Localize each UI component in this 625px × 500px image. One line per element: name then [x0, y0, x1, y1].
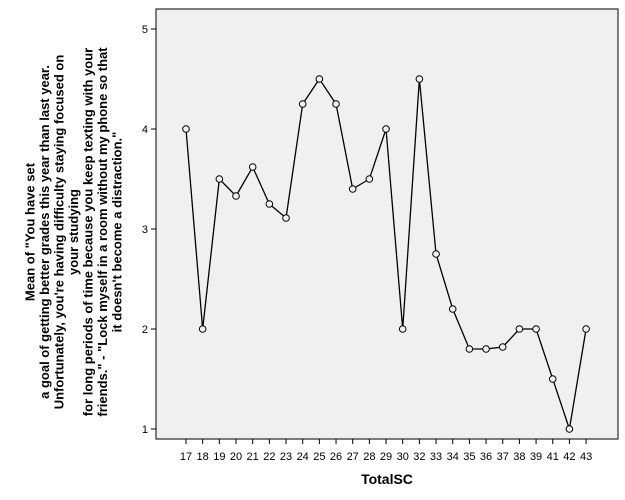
data-point [465, 345, 474, 353]
y-tick-label: 2 [142, 324, 148, 336]
x-tick-label: 23 [280, 451, 292, 463]
x-tick-label: 35 [463, 451, 475, 463]
x-tick-label: 34 [447, 451, 459, 463]
x-tick-label: 29 [380, 451, 392, 463]
x-tick-label: 19 [213, 451, 225, 463]
data-point [182, 125, 190, 133]
x-tick-label: 38 [513, 451, 525, 463]
x-tick-label: 20 [230, 451, 242, 463]
x-tick-label: 27 [347, 451, 359, 463]
x-tick-label: 43 [580, 451, 592, 463]
y-tick-label: 4 [142, 124, 148, 136]
data-point [248, 163, 257, 171]
data-point [565, 425, 574, 433]
data-point [415, 75, 424, 83]
data-point [348, 185, 357, 193]
x-tick-label: 33 [430, 451, 442, 463]
y-axis-title: Mean of "You have seta goal of getting b… [23, 47, 125, 417]
x-tick-label: 17 [180, 451, 192, 463]
y-axis-title-line: Unfortunately, you're having difficulty … [52, 55, 67, 410]
x-tick-label: 30 [397, 451, 409, 463]
x-tick-label: 32 [413, 451, 425, 463]
y-axis-title-line: Mean of "You have set [23, 162, 38, 301]
y-axis: 1 2 3 4 5 [142, 24, 156, 436]
y-axis-title-line: it doesn't become a distraction." [110, 132, 125, 333]
data-point [298, 100, 307, 108]
data-point [232, 192, 240, 200]
y-axis-title-line: for long periods of time because you kee… [81, 48, 96, 416]
y-axis-title-line: a goal of getting better grades this yea… [37, 65, 52, 399]
data-point [365, 175, 374, 183]
data-markers [182, 75, 590, 433]
data-point [582, 325, 590, 333]
x-tick-label: 25 [313, 451, 325, 463]
data-point [498, 343, 507, 351]
x-tick-label: 24 [297, 451, 309, 463]
x-tick-label: 26 [330, 451, 342, 463]
data-point [432, 250, 440, 258]
data-point [515, 325, 524, 333]
y-tick-label: 3 [142, 224, 148, 236]
x-axis-title: TotalSC [361, 471, 413, 487]
x-axis: 17 18 19 20 21 22 23 24 25 26 27 28 29 30 32 33 34 35 36 37… [180, 439, 592, 463]
x-tick-label: 42 [563, 451, 575, 463]
y-axis-title-line: your studying [66, 189, 81, 275]
data-point [198, 325, 207, 333]
data-point [315, 75, 324, 83]
y-tick-label: 1 [142, 424, 148, 436]
x-tick-label: 22 [263, 451, 275, 463]
x-tick-label: 37 [497, 451, 509, 463]
data-point [282, 214, 290, 222]
data-point [332, 100, 340, 108]
data-point [265, 200, 274, 208]
data-point [448, 305, 457, 313]
x-tick-label: 36 [480, 451, 492, 463]
y-axis-title-line: friends." - "Lock myself in a room witho… [95, 47, 110, 417]
y-tick-label: 5 [142, 24, 148, 36]
data-point [398, 325, 407, 333]
x-tick-label: 18 [197, 451, 209, 463]
data-point [548, 375, 557, 383]
data-point [482, 345, 490, 353]
data-point [532, 325, 540, 333]
plot-area [155, 8, 619, 440]
data-point [382, 125, 390, 133]
x-tick-label: 28 [363, 451, 375, 463]
x-tick-label: 41 [547, 451, 559, 463]
x-tick-label: 21 [247, 451, 259, 463]
data-point [215, 175, 224, 183]
x-tick-label: 39 [530, 451, 542, 463]
